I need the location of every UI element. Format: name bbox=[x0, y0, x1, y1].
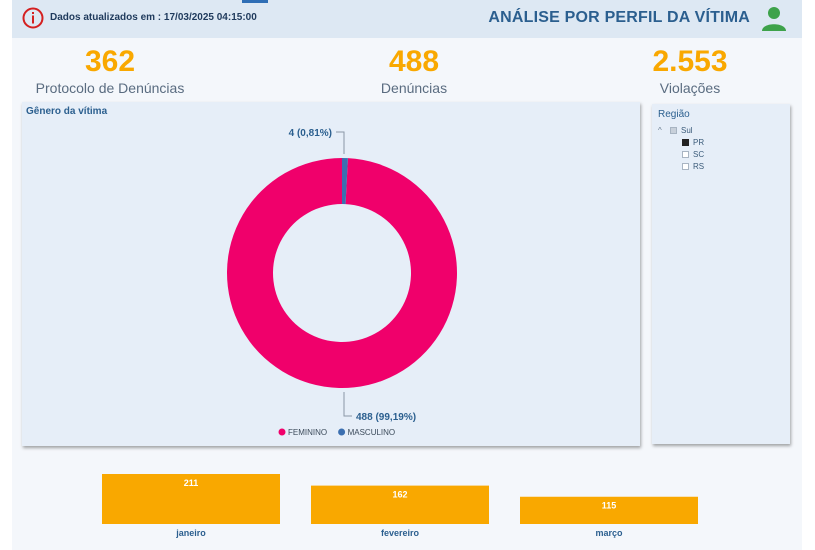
bar-fevereiro[interactable] bbox=[311, 485, 489, 524]
bar-value-label: 211 bbox=[184, 478, 199, 488]
donut-slice-feminino[interactable] bbox=[226, 158, 457, 388]
kpi-denuncias: 488 Denúncias bbox=[364, 44, 464, 96]
slicer-item-sc[interactable]: SC bbox=[682, 150, 704, 159]
header-bar: Dados atualizados em : 17/03/2025 04:15:… bbox=[12, 0, 802, 38]
region-slicer[interactable]: Região ^ Sul PR SC RS bbox=[652, 104, 790, 444]
slicer-checkbox[interactable] bbox=[682, 139, 689, 146]
chart-title: Gênero da vítima bbox=[26, 106, 108, 117]
bar-category-label: março bbox=[595, 528, 623, 538]
report-page: Dados atualizados em : 17/03/2025 04:15:… bbox=[12, 0, 802, 550]
kpi-violacoes: 2.553 Violações bbox=[620, 44, 760, 96]
bar-value-label: 162 bbox=[392, 490, 407, 500]
kpi-value: 2.553 bbox=[652, 45, 728, 78]
legend-label-feminino[interactable]: FEMININO bbox=[288, 428, 327, 437]
slicer-item-rs[interactable]: RS bbox=[682, 162, 704, 171]
data-label-feminino: 488 (99,19%) bbox=[356, 412, 416, 423]
data-label-masculino: 4 (0,81%) bbox=[289, 128, 332, 139]
bar-janeiro[interactable] bbox=[102, 474, 280, 524]
bar-março[interactable] bbox=[520, 496, 698, 524]
slicer-item-label: RS bbox=[693, 162, 705, 171]
slicer-item-label: PR bbox=[693, 138, 705, 147]
slicer-item-label: Sul bbox=[681, 126, 693, 135]
last-updated: Dados atualizados em : 17/03/2025 04:15:… bbox=[50, 12, 257, 23]
slicer-checkbox[interactable] bbox=[682, 163, 689, 170]
page-title: ANÁLISE POR PERFIL DA VÍTIMA bbox=[488, 9, 750, 26]
kpi-label: Denúncias bbox=[380, 80, 448, 96]
monthly-bar-chart[interactable]: 211 janeiro 162 fevereiro 115 março bbox=[12, 460, 802, 550]
bar-category-label: janeiro bbox=[175, 528, 206, 538]
slicer-checkbox[interactable] bbox=[682, 151, 689, 158]
info-icon[interactable] bbox=[22, 7, 44, 29]
slicer-item-pr[interactable]: PR bbox=[682, 138, 704, 147]
legend-marker-masculino bbox=[338, 428, 346, 436]
gender-donut-card[interactable]: Gênero da vítima 4 (0,81%) 488 (99,19%) FE… bbox=[22, 102, 640, 446]
legend-marker-feminino bbox=[278, 428, 286, 436]
page-selector-indicator[interactable] bbox=[242, 0, 268, 3]
bar-category-label: fevereiro bbox=[381, 528, 420, 538]
slicer-item-label: SC bbox=[693, 150, 705, 159]
user-icon bbox=[762, 7, 786, 31]
chevron-up-icon[interactable]: ^ bbox=[658, 126, 662, 135]
gender-donut-chart[interactable]: 4 (0,81%) 488 (99,19%) FEMININO MASCULINO bbox=[22, 102, 640, 446]
kpi-protocolo-denuncias: 362 Protocolo de Denúncias bbox=[30, 44, 190, 96]
kpi-label: Protocolo de Denúncias bbox=[35, 80, 185, 96]
leader-line-masculino bbox=[336, 131, 345, 154]
donut-slice-masculino[interactable] bbox=[342, 158, 348, 205]
leader-line-feminino bbox=[343, 392, 352, 417]
kpi-label: Violações bbox=[659, 80, 721, 96]
kpi-value: 488 bbox=[388, 45, 440, 78]
slicer-item-sul[interactable]: ^ Sul bbox=[658, 126, 693, 135]
slicer-checkbox[interactable] bbox=[670, 127, 677, 134]
last-updated-label: Dados atualizados em : bbox=[50, 12, 162, 23]
bar-value-label: 115 bbox=[602, 501, 617, 511]
legend-label-masculino[interactable]: MASCULINO bbox=[348, 428, 396, 437]
kpi-value: 362 bbox=[84, 45, 136, 78]
last-updated-value: 17/03/2025 04:15:00 bbox=[163, 12, 257, 23]
slicer-title: Região bbox=[658, 109, 690, 120]
